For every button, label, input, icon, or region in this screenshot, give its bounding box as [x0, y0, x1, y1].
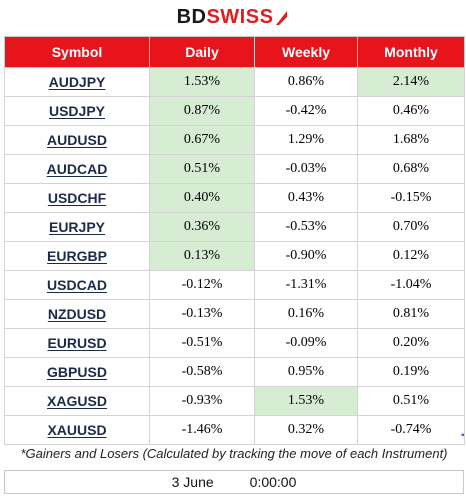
- performance-table: Symbol Daily Weekly Monthly AUDJPY 1.53% 0…: [4, 36, 465, 445]
- monthly-change-cell: 2.14%: [357, 67, 465, 97]
- logo-text-bd: BD: [176, 6, 207, 28]
- column-header-monthly: Monthly: [357, 36, 465, 68]
- table-row: EURUSD -0.51% -0.09% 0.20%: [4, 328, 465, 358]
- column-header-daily: Daily: [149, 36, 255, 68]
- daily-change-cell: -1.46%: [149, 415, 255, 445]
- daily-change-cell: 0.36%: [149, 212, 255, 242]
- table-row: AUDCAD 0.51% -0.03% 0.68%: [4, 154, 465, 184]
- symbol-cell[interactable]: EURGBP: [4, 241, 150, 271]
- monthly-change-cell: -0.74%: [357, 415, 465, 445]
- symbol-cell[interactable]: AUDUSD: [4, 125, 150, 155]
- column-header-weekly: Weekly: [254, 36, 358, 68]
- column-header-symbol: Symbol: [4, 36, 150, 68]
- time-label: 0:00:00: [249, 474, 297, 490]
- daily-change-cell: 0.13%: [149, 241, 255, 271]
- monthly-change-cell: 0.68%: [357, 154, 465, 184]
- table-row: XAGUSD -0.93% 1.53% 0.51%: [4, 386, 465, 416]
- weekly-change-cell: -1.31%: [254, 270, 358, 300]
- monthly-change-cell: 0.12%: [357, 241, 465, 271]
- weekly-change-cell: 0.32%: [254, 415, 358, 445]
- weekly-change-cell: -0.90%: [254, 241, 358, 271]
- daily-change-cell: -0.13%: [149, 299, 255, 329]
- weekly-change-cell: -0.03%: [254, 154, 358, 184]
- monthly-change-cell: 1.68%: [357, 125, 465, 155]
- symbol-cell[interactable]: XAUUSD: [4, 415, 150, 445]
- weekly-change-cell: 0.86%: [254, 67, 358, 97]
- symbol-cell[interactable]: USDCHF: [4, 183, 150, 213]
- date-bar: 3 June 0:00:00: [4, 470, 464, 494]
- weekly-change-cell: 0.43%: [254, 183, 358, 213]
- table-row: XAUUSD -1.46% 0.32% -0.74%: [4, 415, 465, 445]
- logo-text-swiss: SWISS: [206, 6, 274, 28]
- table-row: AUDJPY 1.53% 0.86% 2.14%: [4, 67, 465, 97]
- monthly-change-cell: 0.81%: [357, 299, 465, 329]
- symbol-cell[interactable]: XAGUSD: [4, 386, 150, 416]
- brand-logo: BDSWISS: [0, 5, 466, 29]
- symbol-cell[interactable]: GBPUSD: [4, 357, 150, 387]
- weekly-change-cell: -0.42%: [254, 96, 358, 126]
- symbol-cell[interactable]: NZDUSD: [4, 299, 150, 329]
- daily-change-cell: 0.40%: [149, 183, 255, 213]
- symbol-cell[interactable]: AUDJPY: [4, 67, 150, 97]
- symbol-cell[interactable]: USDJPY: [4, 96, 150, 126]
- symbol-cell[interactable]: EURUSD: [4, 328, 150, 358]
- date-label: 3 June: [171, 474, 214, 490]
- table-body: AUDJPY 1.53% 0.86% 2.14% USDJPY 0.87% -0.42% 0.…: [4, 67, 465, 445]
- daily-change-cell: 0.87%: [149, 96, 255, 126]
- table-row: USDJPY 0.87% -0.42% 0.46%: [4, 96, 465, 126]
- table-row: USDCHF 0.40% 0.43% -0.15%: [4, 183, 465, 213]
- table-header-row: Symbol Daily Weekly Monthly: [4, 36, 465, 68]
- symbol-cell[interactable]: AUDCAD: [4, 154, 150, 184]
- daily-change-cell: 0.67%: [149, 125, 255, 155]
- daily-change-cell: 1.53%: [149, 67, 255, 97]
- table-row: NZDUSD -0.13% 0.16% 0.81%: [4, 299, 465, 329]
- daily-change-cell: -0.51%: [149, 328, 255, 358]
- weekly-change-cell: 0.16%: [254, 299, 358, 329]
- weekly-change-cell: -0.53%: [254, 212, 358, 242]
- symbol-cell[interactable]: USDCAD: [4, 270, 150, 300]
- table-row: USDCAD -0.12% -1.31% -1.04%: [4, 270, 465, 300]
- monthly-change-cell: -0.15%: [357, 183, 465, 213]
- footnote: *Gainers and Losers (Calculated by track…: [20, 446, 448, 461]
- table-row: EURJPY 0.36% -0.53% 0.70%: [4, 212, 465, 242]
- logo-arrow-icon: [276, 11, 288, 25]
- table-row: EURGBP 0.13% -0.90% 0.12%: [4, 241, 465, 271]
- table-row: AUDUSD 0.67% 1.29% 1.68%: [4, 125, 465, 155]
- daily-change-cell: -0.93%: [149, 386, 255, 416]
- monthly-change-cell: -1.04%: [357, 270, 465, 300]
- monthly-change-cell: 0.19%: [357, 357, 465, 387]
- scroll-marker-icon: ▪: [461, 430, 465, 441]
- daily-change-cell: 0.51%: [149, 154, 255, 184]
- monthly-change-cell: 0.51%: [357, 386, 465, 416]
- daily-change-cell: -0.58%: [149, 357, 255, 387]
- weekly-change-cell: -0.09%: [254, 328, 358, 358]
- table-row: GBPUSD -0.58% 0.95% 0.19%: [4, 357, 465, 387]
- daily-change-cell: -0.12%: [149, 270, 255, 300]
- weekly-change-cell: 1.29%: [254, 125, 358, 155]
- symbol-cell[interactable]: EURJPY: [4, 212, 150, 242]
- monthly-change-cell: 0.70%: [357, 212, 465, 242]
- weekly-change-cell: 1.53%: [254, 386, 358, 416]
- weekly-change-cell: 0.95%: [254, 357, 358, 387]
- monthly-change-cell: 0.46%: [357, 96, 465, 126]
- monthly-change-cell: 0.20%: [357, 328, 465, 358]
